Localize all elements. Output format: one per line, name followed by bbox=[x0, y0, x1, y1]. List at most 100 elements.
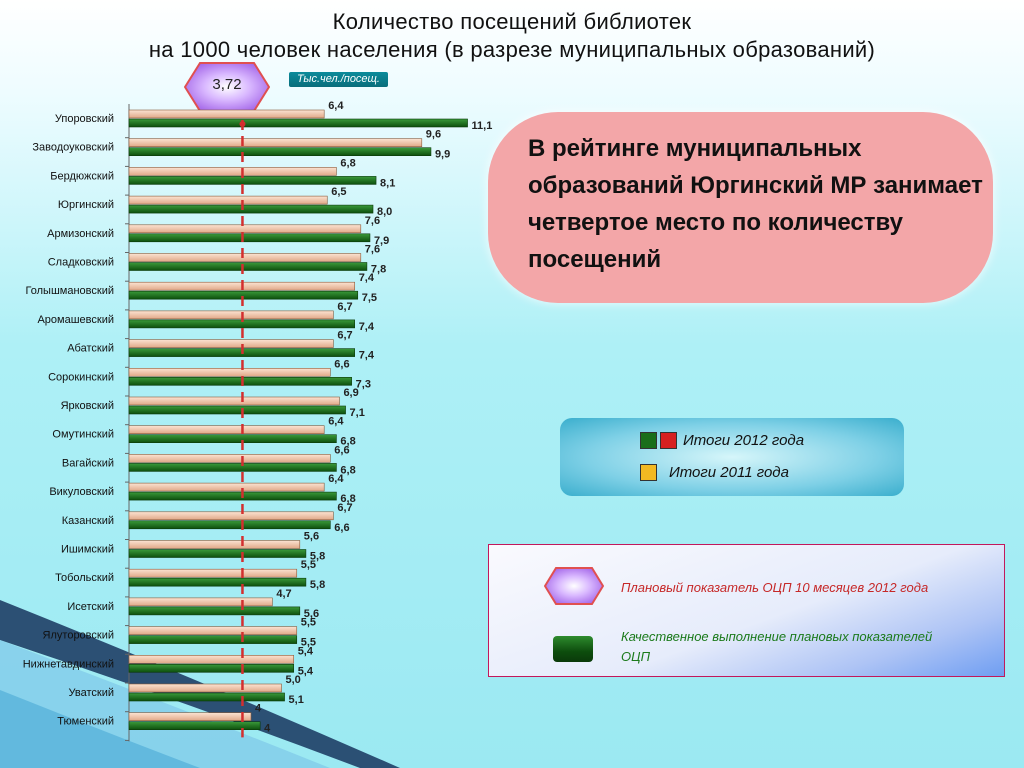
data-label-2011: 7,6 bbox=[365, 244, 380, 256]
bar-2011 bbox=[128, 683, 282, 693]
category-label: Сладковский bbox=[48, 257, 114, 269]
data-label-2012: 7,8 bbox=[371, 264, 386, 276]
bar-2012 bbox=[128, 118, 468, 128]
category-label: Упоровский bbox=[55, 113, 114, 125]
category-label: Омутинский bbox=[52, 429, 114, 441]
category-label: Заводоуковский bbox=[32, 142, 114, 154]
data-label-2012: 7,9 bbox=[374, 235, 389, 247]
data-label-2012: 6,8 bbox=[340, 493, 355, 505]
data-label-2011: 6,7 bbox=[337, 330, 352, 342]
bar-2011 bbox=[128, 396, 340, 406]
bar-2011 bbox=[128, 138, 423, 147]
data-label-2011: 9,6 bbox=[426, 129, 441, 141]
bar-2011 bbox=[128, 654, 294, 664]
data-label-2011: 4 bbox=[255, 703, 262, 715]
bar-2011 bbox=[128, 195, 328, 205]
data-label-2011: 5,5 bbox=[301, 559, 316, 571]
data-label-2012: 6,6 bbox=[334, 522, 349, 534]
bar-2012 bbox=[128, 405, 346, 415]
bar-2012 bbox=[128, 204, 374, 214]
bar-2011 bbox=[128, 109, 325, 119]
bar-2012 bbox=[128, 376, 352, 386]
quality-bar-icon bbox=[553, 636, 593, 662]
bar-2011 bbox=[128, 511, 334, 521]
data-label-2012: 6,8 bbox=[340, 436, 355, 448]
data-label-2012: 7,5 bbox=[362, 292, 377, 304]
rating-callout: В рейтинге муниципальных образований Юрг… bbox=[488, 112, 993, 303]
notes-panel: Плановый показатель ОЦП 10 месяцев 2012 … bbox=[488, 544, 1005, 677]
plan-note-text: Плановый показатель ОЦП 10 месяцев 2012 … bbox=[621, 580, 929, 595]
plan-hexagon-icon bbox=[544, 567, 604, 605]
bar-2012 bbox=[128, 233, 371, 243]
bar-2012 bbox=[128, 463, 337, 472]
rating-callout-text: В рейтинге муниципальных образований Юрг… bbox=[528, 135, 983, 273]
data-label-2012: 9,9 bbox=[435, 149, 450, 161]
bar-2011 bbox=[128, 310, 334, 320]
category-label: Исетский bbox=[67, 601, 114, 613]
data-label-2011: 5,0 bbox=[286, 674, 301, 686]
category-label: Голышмановский bbox=[26, 285, 114, 297]
title-line-1: Количество посещений библиотек bbox=[332, 9, 692, 34]
data-label-2011: 6,4 bbox=[328, 473, 344, 485]
data-label-2011: 6,4 bbox=[328, 416, 344, 428]
data-label-2011: 6,4 bbox=[328, 100, 344, 112]
category-label: Ялуторовский bbox=[43, 630, 114, 642]
bar-2011 bbox=[128, 253, 362, 262]
bar-2011 bbox=[128, 425, 325, 435]
data-label-2011: 5,4 bbox=[298, 645, 314, 657]
data-label-2012: 5,6 bbox=[304, 608, 319, 620]
data-label-2011: 6,6 bbox=[334, 358, 349, 370]
chart-legend: Итоги 2012 года Итоги 2011 года bbox=[560, 418, 904, 496]
bar-2011 bbox=[128, 367, 331, 377]
bar-2011 bbox=[128, 454, 331, 463]
category-label: Армизонский bbox=[47, 228, 114, 240]
category-label: Викуловский bbox=[49, 486, 114, 498]
bar-2011 bbox=[128, 167, 337, 176]
bar-2012 bbox=[128, 663, 294, 673]
category-label: Ишимский bbox=[61, 544, 114, 556]
legend-swatch-yellow bbox=[640, 463, 657, 481]
data-label-2012: 7,1 bbox=[350, 407, 365, 419]
plan-line-marker bbox=[239, 121, 246, 127]
bar-2011 bbox=[128, 540, 301, 549]
data-label-2011: 4,7 bbox=[276, 588, 291, 600]
data-label-2012: 5,1 bbox=[289, 694, 304, 706]
data-label-2012: 4 bbox=[264, 723, 271, 735]
bar-2012 bbox=[128, 721, 261, 731]
bar-2012 bbox=[128, 491, 337, 501]
bar-2012 bbox=[128, 434, 337, 444]
data-label-2011: 5,6 bbox=[304, 531, 319, 543]
data-label-2011: 6,7 bbox=[337, 301, 352, 313]
legend-item-2011: Итоги 2011 года bbox=[640, 462, 789, 482]
data-label-2011: 6,7 bbox=[337, 502, 352, 514]
data-label-2012: 7,4 bbox=[359, 321, 375, 333]
data-label-2012: 5,8 bbox=[310, 579, 325, 591]
category-label: Тюменский bbox=[57, 716, 114, 728]
legend-swatch-green bbox=[640, 431, 657, 449]
bar-2012 bbox=[128, 262, 368, 271]
data-label-2011: 6,9 bbox=[343, 387, 358, 399]
category-label: Абатский bbox=[67, 343, 114, 355]
bar-2012 bbox=[128, 520, 331, 530]
data-label-2012: 5,8 bbox=[310, 551, 325, 563]
page-title: Количество посещений библиотек на 1000 ч… bbox=[0, 8, 1024, 64]
data-label-2012: 11,1 bbox=[472, 120, 493, 132]
category-label: Ярковский bbox=[61, 400, 114, 412]
bar-2012 bbox=[128, 635, 298, 644]
legend-swatch-red bbox=[660, 431, 677, 449]
bar-2011 bbox=[128, 482, 325, 492]
bar-2012 bbox=[128, 147, 432, 156]
unit-label: Тыс.чел./посещ. bbox=[289, 72, 388, 87]
bar-2012 bbox=[128, 549, 307, 558]
bar-2012 bbox=[128, 176, 377, 185]
data-label-2012: 7,4 bbox=[359, 350, 375, 362]
category-label: Уватский bbox=[69, 687, 114, 699]
category-label: Юргинский bbox=[58, 199, 114, 211]
plan-value-text: 3,72 bbox=[212, 76, 242, 93]
data-label-2011: 7,6 bbox=[365, 215, 380, 227]
category-label: Вагайский bbox=[62, 457, 114, 469]
data-label-2012: 6,8 bbox=[340, 464, 355, 476]
bar-2011 bbox=[128, 224, 362, 234]
data-label-2012: 7,3 bbox=[356, 378, 371, 390]
data-label-2011: 6,8 bbox=[340, 157, 355, 169]
